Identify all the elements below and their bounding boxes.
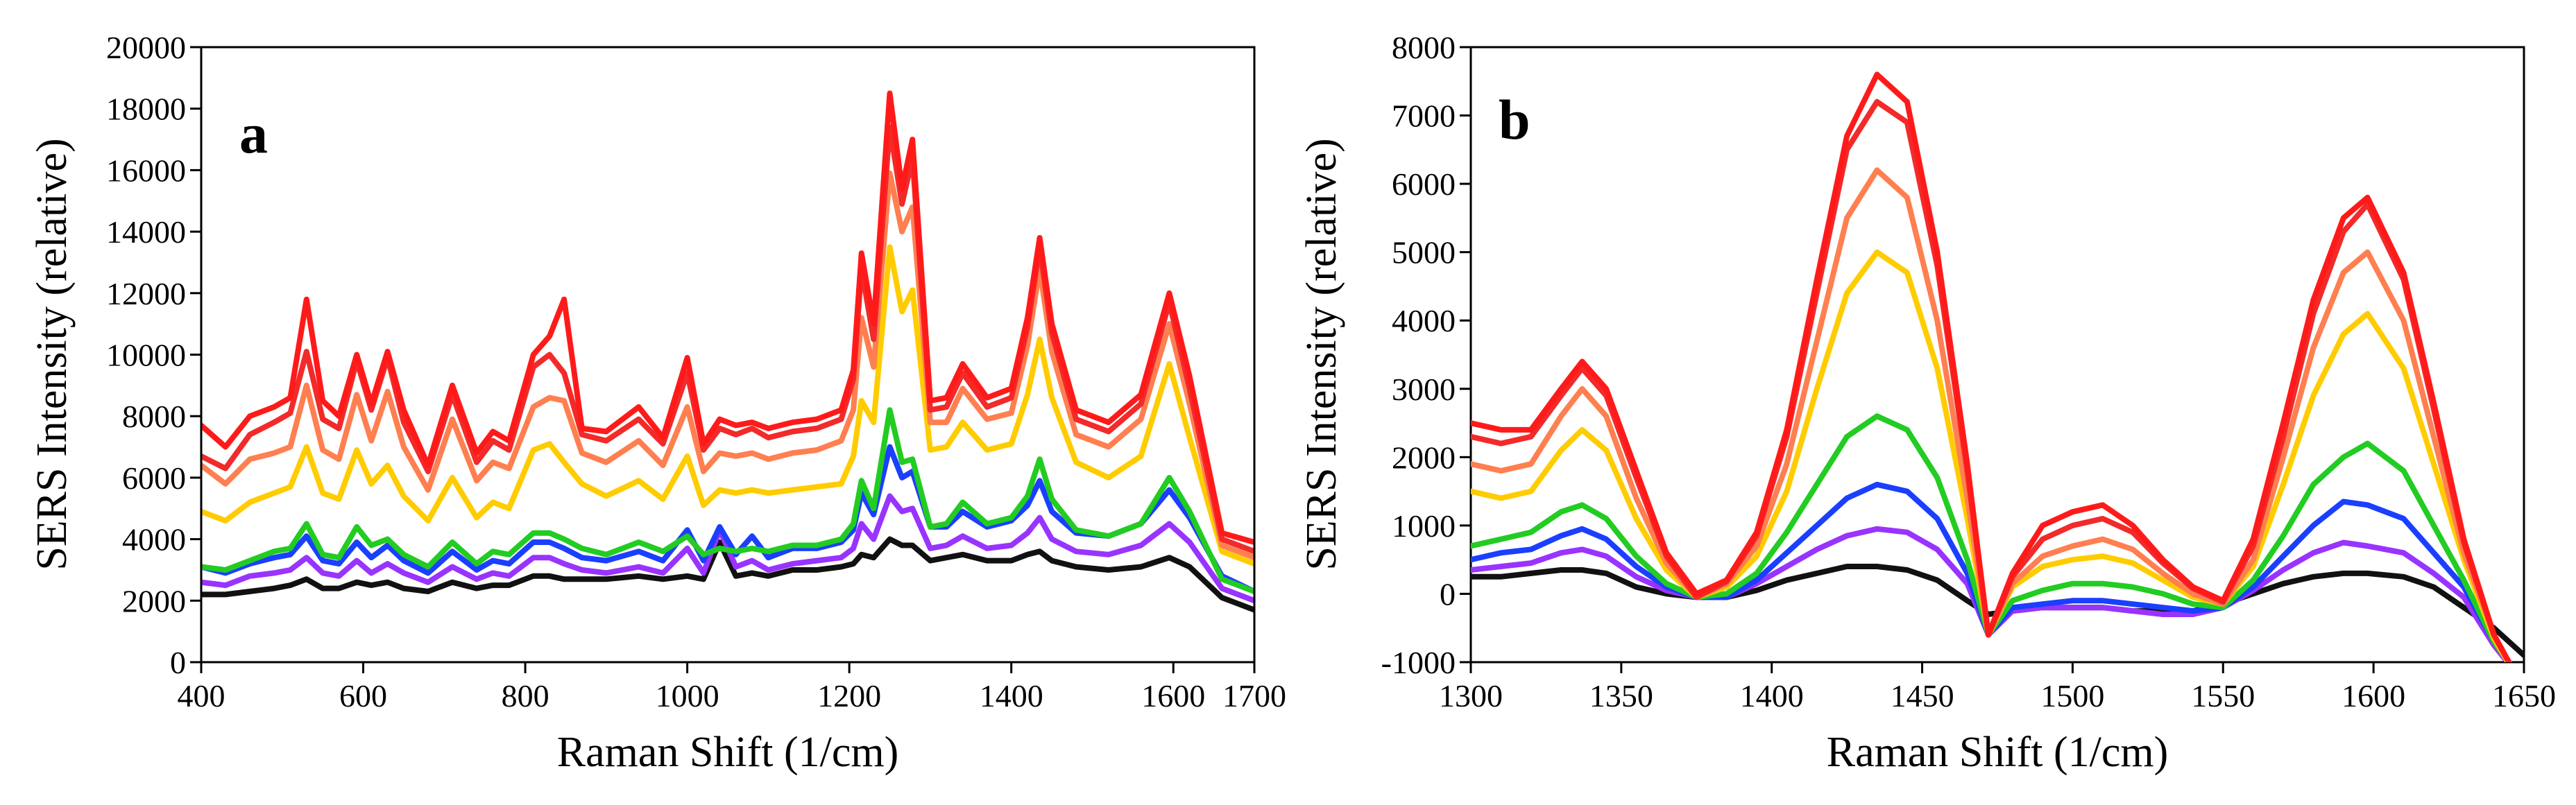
panel-b: -1000 0 1000 2000 3000 4000 5000 6000 7000 8000 1… [1298,30,2556,776]
y-tick-label: 6000 [122,460,186,496]
x-tick-label: 1450 [1891,678,1954,713]
x-tick-label: 1400 [980,678,1043,713]
x-tick-label: 1000 [656,678,719,713]
x-tick-label: 400 [178,678,225,713]
y-tick-label: 14000 [106,214,186,250]
y-tick-label: 8000 [1392,30,1456,65]
x-tick-label: 1500 [2040,678,2104,713]
y-ticks: -1000 0 1000 2000 3000 4000 5000 6000 7000 8000 [1381,30,1471,680]
panel-label: b [1499,88,1530,151]
x-tick-label: 1350 [1589,678,1653,713]
y-tick-label: 20000 [106,30,186,65]
series-line-s1 [1471,71,2512,662]
series-line-s2 [201,124,1254,555]
y-tick-label: 2000 [1392,440,1456,475]
plot-frame [1469,46,2525,664]
series-line-s2 [1471,98,2512,662]
x-ticks: 400 600 800 1000 1200 1400 1600 1700 [178,662,1286,713]
series-line-s1 [201,90,1254,545]
x-tick-label: 1300 [1439,678,1503,713]
y-tick-label: 5000 [1392,235,1456,270]
series-line-s5 [201,407,1254,594]
x-tick-label: 600 [339,678,387,713]
plot-frame [200,46,1256,664]
y-axis-label: SERS Intensity (relative) [28,138,76,570]
y-tick-label: 6000 [1392,166,1456,202]
x-ticks: 1300 1350 1400 1450 1500 1550 1600 1650 [1439,662,2556,713]
x-axis-label: Raman Shift (1/cm) [1827,729,2168,776]
y-tick-label: 4000 [1392,303,1456,338]
y-tick-label: 10000 [106,338,186,373]
x-tick-label: 1700 [1222,678,1286,713]
y-tick-label: -1000 [1381,645,1456,680]
y-tick-label: 7000 [1392,98,1456,134]
x-tick-label: 1650 [2492,678,2556,713]
x-tick-label: 1600 [1141,678,1205,713]
y-tick-label: 0 [1440,576,1456,612]
y-ticks: 0 2000 4000 6000 8000 10000 12000 14000 16000 180… [106,30,201,680]
y-tick-label: 8000 [122,399,186,434]
series-line-s4 [201,244,1254,567]
y-tick-label: 3000 [1392,372,1456,407]
y-tick-label: 4000 [122,522,186,557]
y-tick-label: 12000 [106,276,186,311]
x-tick-label: 1550 [2191,678,2255,713]
series-group [1471,71,2524,662]
panel-a: 0 2000 4000 6000 8000 10000 12000 14000 16000 180… [28,30,1286,776]
panel-label: a [239,102,268,165]
series-line-s3 [201,170,1254,561]
x-tick-label: 1200 [817,678,881,713]
x-tick-label: 1400 [1740,678,1804,713]
y-axis-label: SERS Intensity (relative) [1298,138,1345,570]
x-axis-label: Raman Shift (1/cm) [557,729,898,776]
y-tick-label: 2000 [122,583,186,618]
x-tick-label: 1600 [2342,678,2405,713]
y-tick-label: 1000 [1392,508,1456,544]
y-tick-label: 0 [170,645,186,680]
series-line-s6 [201,444,1254,594]
x-tick-label: 800 [502,678,549,713]
series-group [201,90,1254,613]
y-tick-label: 18000 [106,92,186,127]
y-tick-label: 16000 [106,153,186,188]
series-line-s8 [201,536,1254,613]
